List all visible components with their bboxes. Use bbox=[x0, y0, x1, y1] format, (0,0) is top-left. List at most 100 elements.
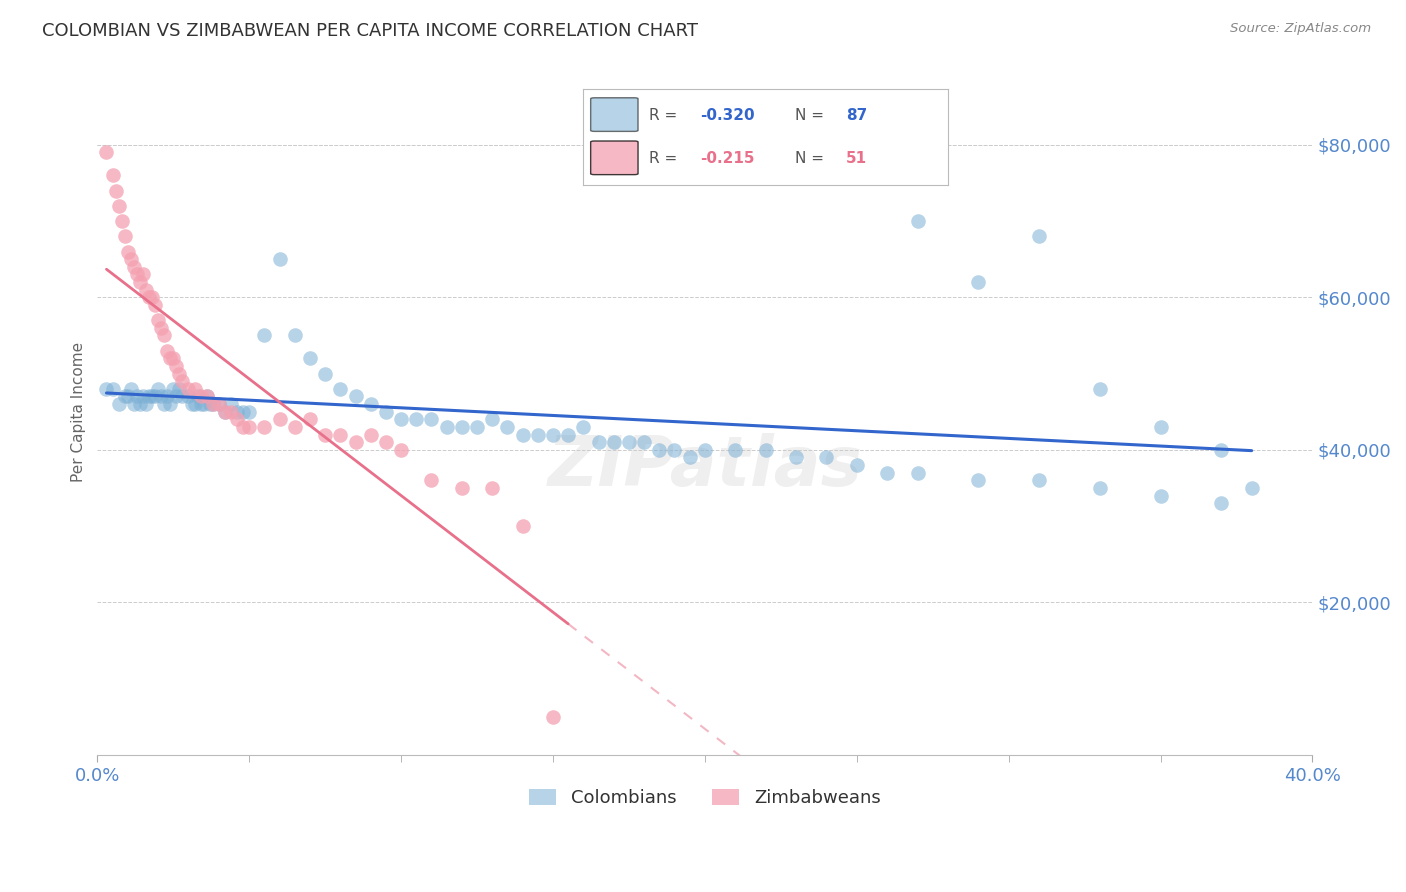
Point bbox=[450, 481, 472, 495]
Point bbox=[107, 199, 129, 213]
Point bbox=[232, 405, 254, 419]
Point bbox=[156, 343, 179, 358]
Point bbox=[253, 328, 276, 343]
Point bbox=[344, 435, 367, 450]
Point bbox=[150, 389, 173, 403]
Point bbox=[360, 397, 382, 411]
Point bbox=[374, 405, 396, 419]
Point bbox=[135, 283, 157, 297]
Point bbox=[253, 420, 276, 434]
Point bbox=[389, 442, 412, 457]
Point bbox=[588, 435, 610, 450]
Point bbox=[633, 435, 655, 450]
Point bbox=[1149, 420, 1171, 434]
Point bbox=[269, 412, 291, 426]
Point bbox=[557, 427, 579, 442]
Point bbox=[172, 374, 194, 388]
Point bbox=[159, 397, 181, 411]
Point bbox=[195, 389, 218, 403]
Point bbox=[201, 397, 224, 411]
Point bbox=[815, 450, 838, 465]
Point bbox=[101, 169, 124, 183]
Point bbox=[389, 412, 412, 426]
Point bbox=[284, 420, 307, 434]
Text: ZIPatlas: ZIPatlas bbox=[547, 434, 862, 500]
Point bbox=[232, 420, 254, 434]
Point bbox=[907, 466, 929, 480]
Point bbox=[405, 412, 427, 426]
Legend: Colombians, Zimbabweans: Colombians, Zimbabweans bbox=[522, 781, 887, 814]
Point bbox=[541, 710, 564, 724]
Point bbox=[122, 397, 145, 411]
Point bbox=[436, 420, 458, 434]
Point bbox=[104, 184, 127, 198]
Point bbox=[1211, 496, 1233, 510]
Point bbox=[162, 351, 184, 366]
Point bbox=[693, 442, 716, 457]
Point bbox=[420, 474, 443, 488]
Point bbox=[190, 397, 212, 411]
Text: Source: ZipAtlas.com: Source: ZipAtlas.com bbox=[1230, 22, 1371, 36]
Text: COLOMBIAN VS ZIMBABWEAN PER CAPITA INCOME CORRELATION CHART: COLOMBIAN VS ZIMBABWEAN PER CAPITA INCOM… bbox=[42, 22, 699, 40]
Point bbox=[138, 290, 160, 304]
Point bbox=[496, 420, 519, 434]
Point bbox=[226, 412, 249, 426]
Point bbox=[679, 450, 702, 465]
Y-axis label: Per Capita Income: Per Capita Income bbox=[72, 342, 86, 482]
Point bbox=[450, 420, 472, 434]
Point bbox=[360, 427, 382, 442]
Point bbox=[284, 328, 307, 343]
Point bbox=[156, 389, 179, 403]
Point bbox=[193, 397, 215, 411]
Point bbox=[1088, 481, 1111, 495]
Point bbox=[238, 405, 260, 419]
Point bbox=[122, 260, 145, 274]
Point bbox=[177, 382, 200, 396]
Point bbox=[195, 389, 218, 403]
Point bbox=[120, 382, 142, 396]
Point bbox=[146, 313, 169, 327]
Point bbox=[114, 229, 136, 244]
Point bbox=[298, 412, 321, 426]
Point bbox=[165, 389, 187, 403]
Point bbox=[183, 382, 205, 396]
Point bbox=[96, 145, 118, 160]
Point bbox=[150, 321, 173, 335]
Point bbox=[845, 458, 868, 472]
Point bbox=[143, 298, 166, 312]
Point bbox=[208, 397, 231, 411]
Point bbox=[190, 389, 212, 403]
Point bbox=[214, 405, 236, 419]
Point bbox=[132, 389, 155, 403]
Point bbox=[101, 382, 124, 396]
Point bbox=[481, 481, 503, 495]
Point bbox=[125, 389, 148, 403]
Point bbox=[329, 427, 352, 442]
Point bbox=[107, 397, 129, 411]
Point bbox=[1028, 229, 1050, 244]
Point bbox=[967, 474, 990, 488]
Point bbox=[143, 389, 166, 403]
Point bbox=[153, 328, 176, 343]
Point bbox=[238, 420, 260, 434]
Point bbox=[967, 275, 990, 289]
Point bbox=[169, 367, 191, 381]
Point bbox=[1028, 474, 1050, 488]
Point bbox=[180, 397, 202, 411]
Point bbox=[617, 435, 640, 450]
Point bbox=[177, 389, 200, 403]
Point bbox=[907, 214, 929, 228]
Point bbox=[1240, 481, 1263, 495]
Point bbox=[329, 382, 352, 396]
Point bbox=[541, 427, 564, 442]
Point bbox=[314, 367, 336, 381]
Point bbox=[159, 351, 181, 366]
Point bbox=[298, 351, 321, 366]
Point bbox=[481, 412, 503, 426]
Point bbox=[1149, 489, 1171, 503]
Point bbox=[138, 389, 160, 403]
Point bbox=[603, 435, 626, 450]
Point bbox=[374, 435, 396, 450]
Point bbox=[755, 442, 778, 457]
Point bbox=[132, 268, 155, 282]
